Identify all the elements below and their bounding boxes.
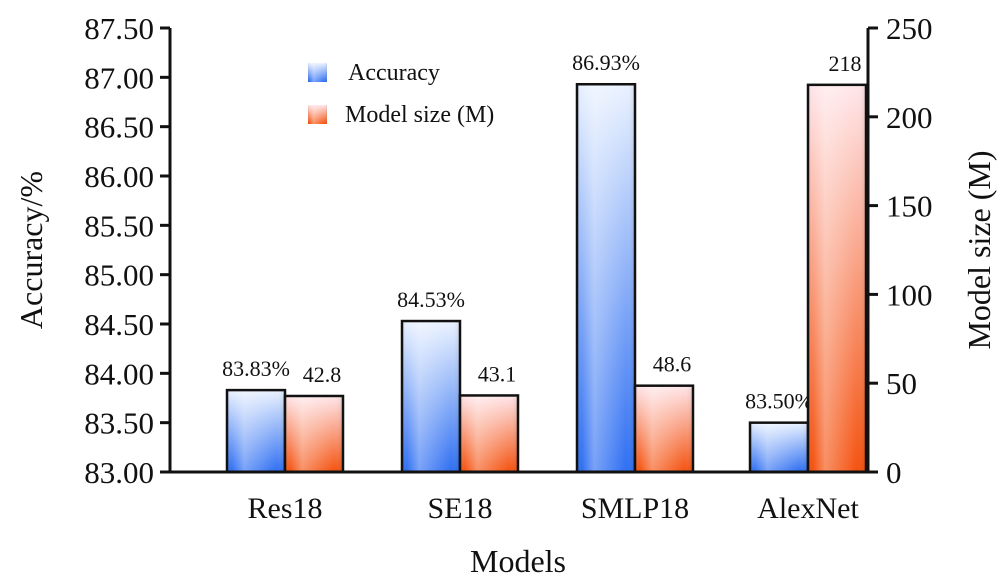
data-label: 84.53% [397, 287, 465, 312]
y-tick-label: 86.00 [84, 159, 154, 194]
y-tick-label: 83.50 [84, 406, 154, 441]
legend-label-1: Model size (M) [345, 102, 494, 128]
x-tick-label: SMLP18 [581, 492, 689, 525]
data-label: 86.93% [572, 50, 640, 75]
legend: Accuracy Model size (M) [308, 60, 494, 128]
data-label: 42.8 [303, 362, 342, 387]
bar-outline [806, 83, 868, 474]
bar-outline [225, 388, 287, 474]
legend-label-0: Accuracy [348, 60, 440, 86]
y-tick-label: 85.50 [84, 208, 154, 243]
y-tick-label: 87.00 [84, 60, 154, 95]
y2-tick-label: 250 [886, 11, 933, 46]
data-label: 83.50% [745, 389, 813, 414]
axes-group: Res18 SE18 SMLP18 AlexNet 83.00 83.50 84.00 84.… [84, 11, 932, 525]
x-tick-label: SE18 [427, 492, 492, 525]
bar-outline [458, 394, 520, 474]
y2-tick-label: 50 [886, 366, 917, 401]
y2-tick-label: 150 [886, 189, 933, 224]
y2-axis-title: Model size (M) [961, 150, 997, 349]
y-tick-label: 85.00 [84, 258, 154, 293]
y-tick-label: 87.50 [84, 11, 154, 46]
y2-tick-label: 200 [886, 100, 933, 135]
bar-outline [748, 421, 810, 474]
bars-group: 83.83% 42.8 84.53% 43.1 86.93% 48.6 83.50% 218 [222, 50, 868, 474]
y2-tick-label: 0 [886, 455, 902, 490]
y-tick-label: 84.00 [84, 356, 154, 391]
y-tick-label: 86.50 [84, 110, 154, 145]
bar-outline [283, 394, 345, 474]
x-tick-label: AlexNet [757, 492, 859, 525]
data-label: 218 [829, 51, 862, 76]
y-tick-label: 84.50 [84, 307, 154, 342]
y-tick-label: 83.00 [84, 455, 154, 490]
bar-outline [575, 82, 637, 474]
x-tick-label: Res18 [248, 492, 323, 525]
x-axis-title: Models [470, 543, 566, 579]
data-label: 43.1 [478, 361, 517, 386]
legend-swatch-shade [308, 63, 327, 82]
y2-tick-label: 100 [886, 277, 933, 312]
data-label: 83.83% [222, 356, 290, 381]
bar-outline [633, 384, 695, 474]
legend-swatch-shade [308, 105, 327, 124]
y-axis-title: Accuracy/% [13, 171, 49, 329]
data-label: 48.6 [653, 352, 692, 377]
bar-outline [400, 319, 462, 474]
